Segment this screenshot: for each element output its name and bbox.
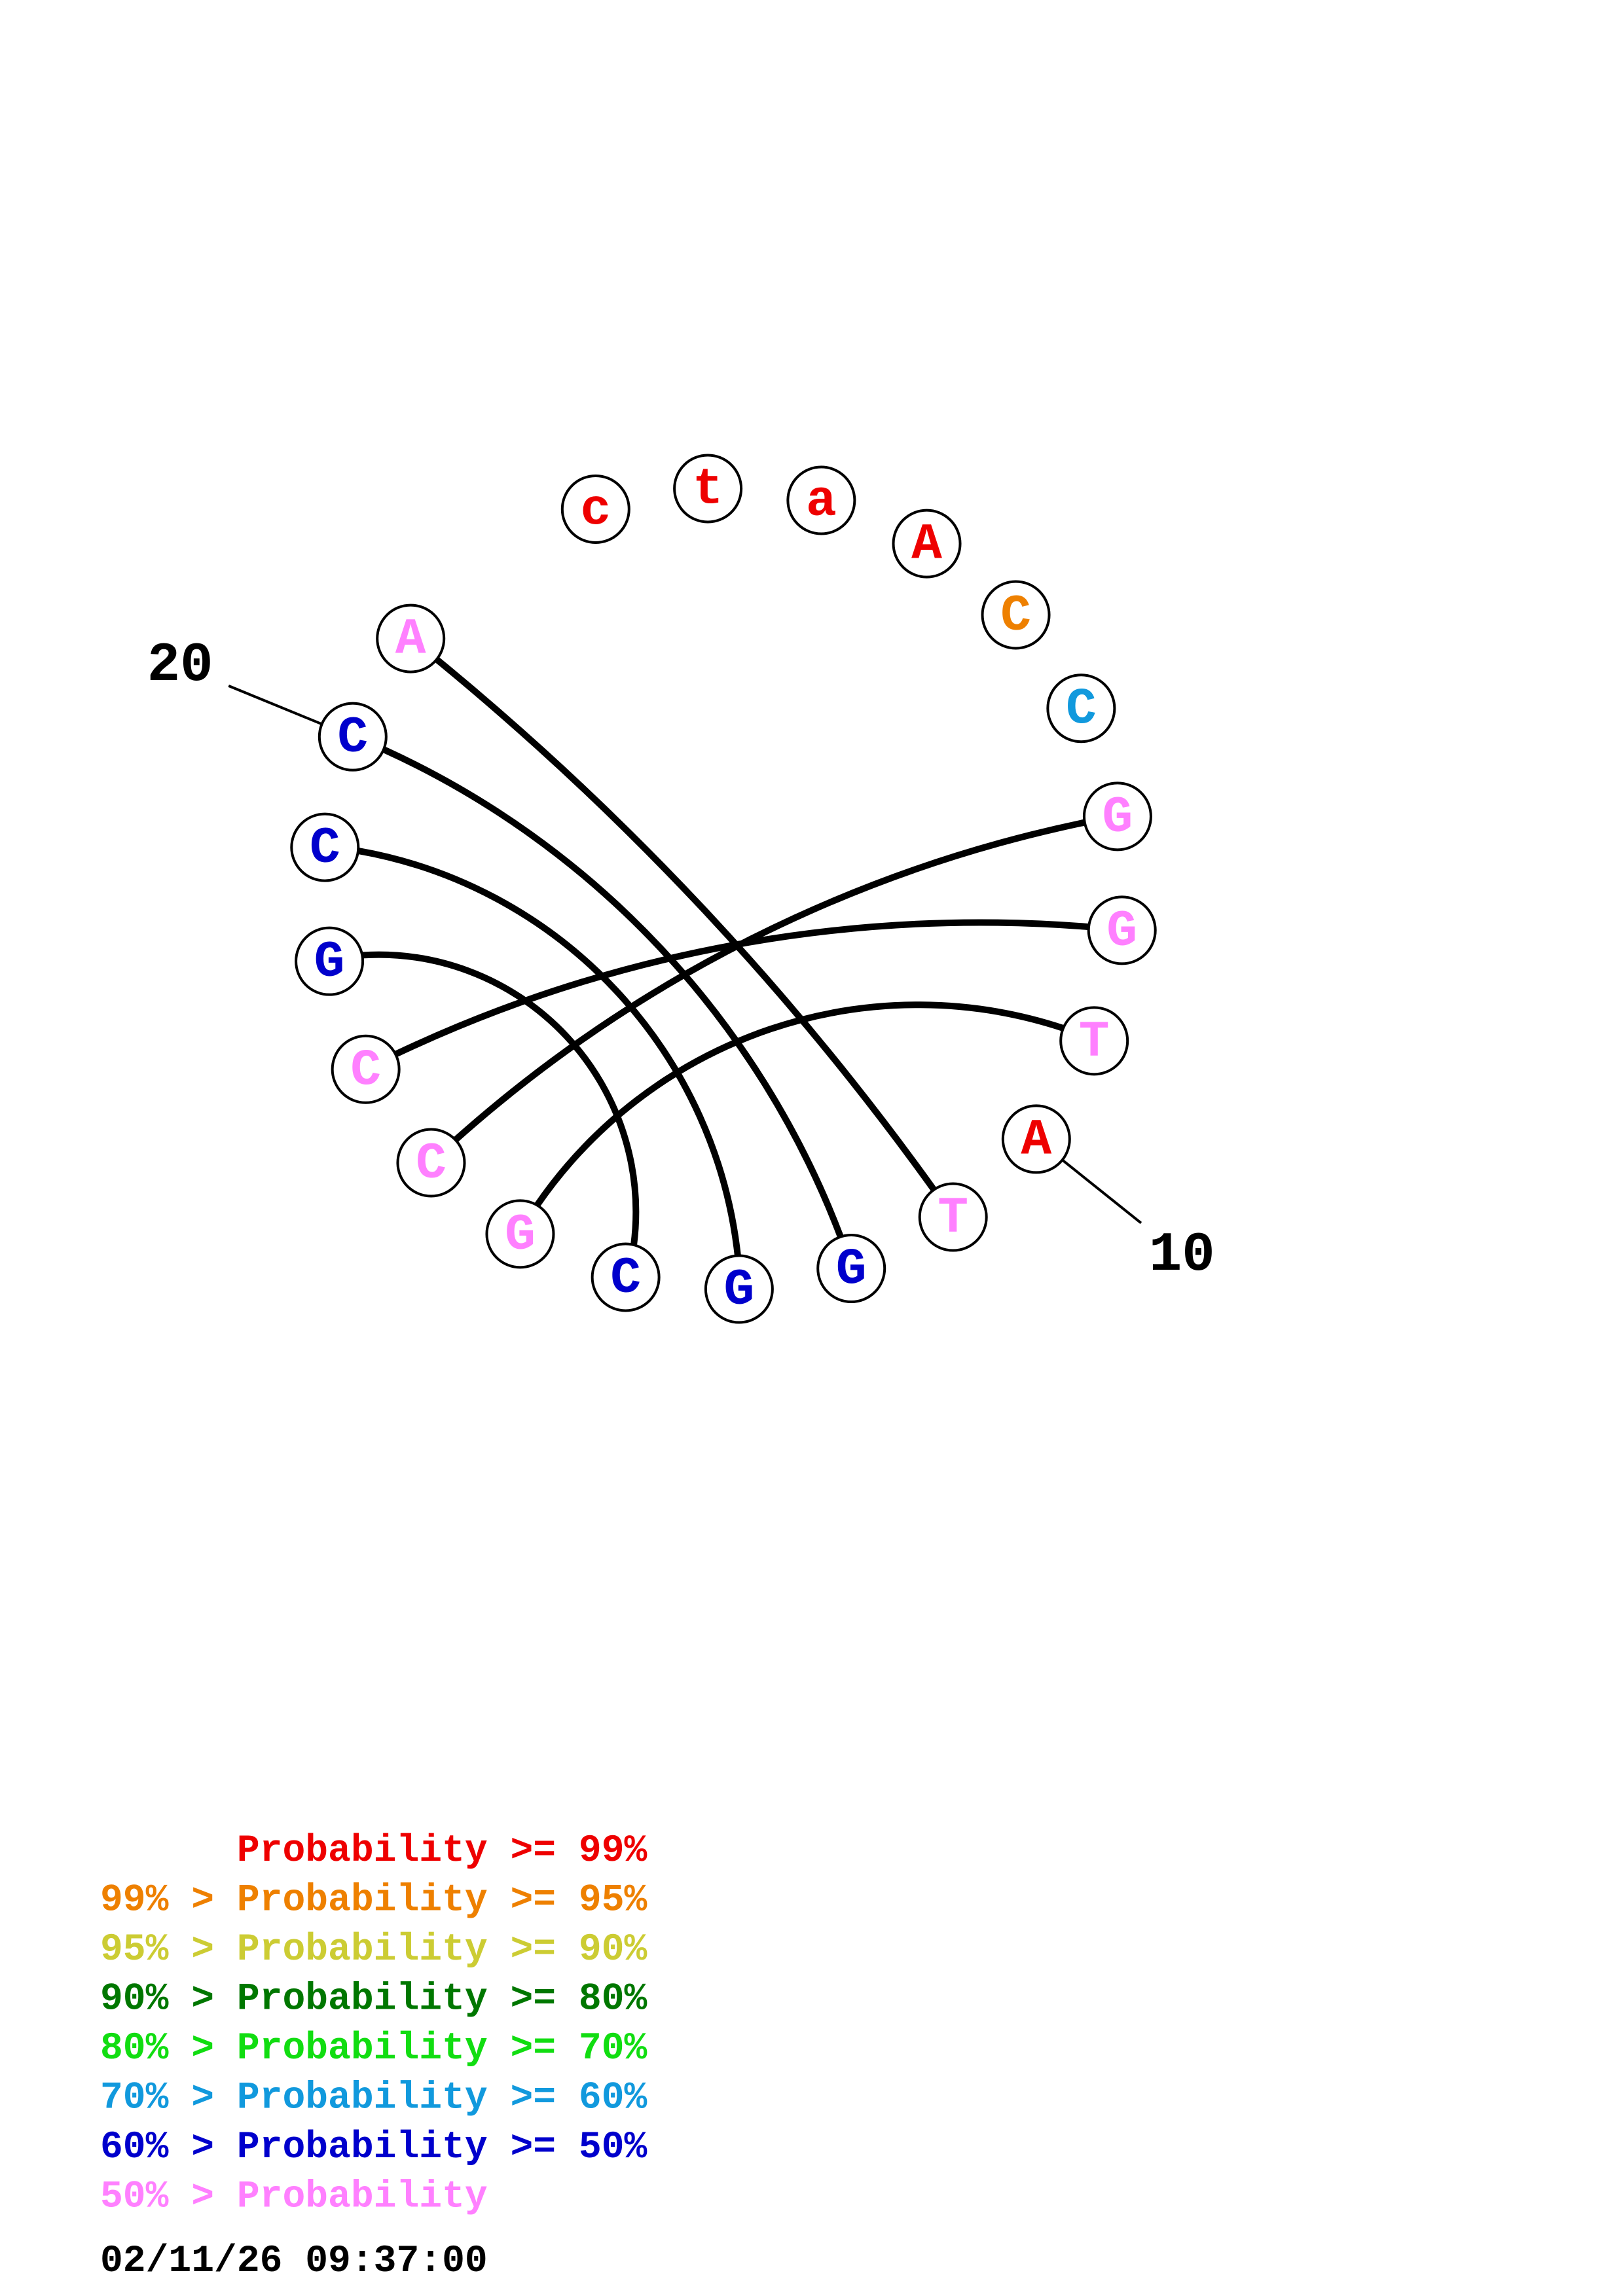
timestamp: 02/11/26 09:37:00 (100, 2240, 488, 2283)
nucleotide-letter: G (1103, 789, 1133, 846)
nucleotide-circle (918, 1182, 988, 1252)
nucleotide-letter: G (836, 1241, 867, 1299)
nucleotide-4: A (892, 509, 962, 579)
nucleotide-circle (485, 1199, 555, 1269)
nucleotide-letter: A (395, 611, 426, 669)
nucleotide-letter: G (1106, 903, 1137, 960)
base-pair-arcs (355, 656, 1092, 1259)
position-label-20: 20 (147, 635, 213, 697)
nucleotide-circle (290, 812, 360, 882)
nucleotide-letter: t (693, 461, 723, 518)
position-leader-line (1061, 1158, 1142, 1225)
nucleotide-letter: C (337, 709, 368, 767)
legend-line: 90% > Probability >= 80% (100, 1979, 647, 2021)
nucleotide-circle (704, 1254, 774, 1324)
nucleotide-letter: G (505, 1206, 536, 1264)
nucleotide-letter: c (580, 482, 611, 539)
legend-line: 50% > Probability (100, 2176, 488, 2219)
legend-line: 80% > Probability >= 70% (100, 2028, 647, 2070)
nucleotide-letter: C (1000, 587, 1031, 645)
nucleotide-2: t (673, 454, 743, 524)
nucleotide-circle (591, 1242, 661, 1312)
nucleotide-15: G (485, 1199, 555, 1269)
position-label-10: 10 (1149, 1225, 1215, 1287)
nucleotide-letter: C (310, 820, 340, 878)
nucleotide-circle (1046, 673, 1116, 744)
nucleotide-circle (396, 1128, 466, 1198)
nucleotide-8: G (1087, 895, 1157, 965)
nucleotide-letter: C (416, 1136, 447, 1193)
nucleotide-circle (673, 454, 743, 524)
base-pair-arc (359, 951, 640, 1249)
legend-line: 99% > Probability >= 95% (100, 1880, 647, 1922)
nucleotide-13: G (704, 1254, 774, 1324)
nucleotide-5: C (981, 580, 1051, 650)
nucleotide-letter: a (806, 473, 837, 531)
base-pair-arc (433, 656, 938, 1193)
nucleotide-11: T (918, 1182, 988, 1252)
nucleotide-letter: G (723, 1262, 754, 1319)
nucleotide-12: G (816, 1234, 886, 1304)
nucleotide-letter: T (938, 1190, 968, 1247)
position-labels: 10 20 (147, 635, 1215, 1287)
nucleotide-16: C (396, 1128, 466, 1198)
nucleotide-circle (331, 1034, 401, 1104)
nucleotide-circle (1082, 781, 1152, 852)
nucleotide-circle (816, 1234, 886, 1304)
legend-line: 70% > Probability >= 60% (100, 2077, 647, 2120)
legend-line: Probability >= 99% (100, 1830, 647, 1873)
nucleotide-17: C (331, 1034, 401, 1104)
nucleotide-3: a (786, 465, 856, 535)
nucleotide-circle (376, 603, 446, 673)
legend-line: 95% > Probability >= 90% (100, 1929, 647, 1971)
nucleotide-circle (892, 509, 962, 579)
nucleotide-18: G (295, 926, 365, 996)
nucleotide-19: C (290, 812, 360, 882)
base-pair-arc (534, 1001, 1067, 1209)
nucleotide-7: G (1082, 781, 1152, 852)
nucleotide-letter: G (314, 934, 345, 992)
nucleotide-letter: C (350, 1042, 381, 1100)
legend-line: 60% > Probability >= 50% (100, 2126, 647, 2169)
nucleotide-circle (318, 702, 388, 772)
nucleotide-10: A (1001, 1104, 1071, 1174)
nucleotide-6: C (1046, 673, 1116, 744)
nucleotide-letter: C (610, 1249, 641, 1307)
nucleotide-1: c (560, 474, 630, 544)
base-pair-arc (380, 746, 844, 1240)
nucleotide-9: T (1059, 1006, 1129, 1076)
base-pair-arc (355, 847, 741, 1259)
nucleotide-circle (1059, 1006, 1129, 1076)
nucleotide-21: A (376, 603, 446, 673)
nucleotide-letter: A (911, 516, 942, 574)
probability-legend: Probability >= 99% 99% > Probability >= 9… (100, 1830, 647, 2219)
nucleotide-letter: C (1066, 681, 1097, 738)
nucleotide-circle (560, 474, 630, 544)
position-leader-line (228, 685, 323, 726)
nucleotide-20: C (318, 702, 388, 772)
nucleotide-letter: T (1079, 1013, 1110, 1071)
nucleotide-circle (1001, 1104, 1071, 1174)
nucleotide-circle (981, 580, 1051, 650)
nucleotide-circle (1087, 895, 1157, 965)
nucleotide-circle (295, 926, 365, 996)
nucleotide-letter: A (1021, 1111, 1051, 1169)
nucleotide-circle (786, 465, 856, 535)
nucleotide-14: C (591, 1242, 661, 1312)
